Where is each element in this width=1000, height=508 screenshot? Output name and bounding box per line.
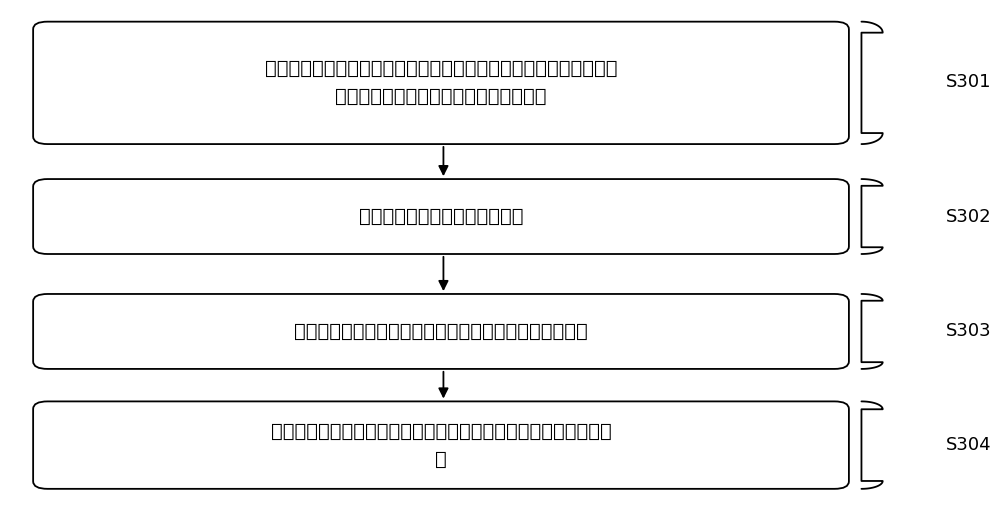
FancyBboxPatch shape	[33, 22, 849, 144]
Text: S302: S302	[945, 208, 991, 226]
Text: S304: S304	[945, 436, 991, 454]
Text: 提供一并发模式同步测量系统，所述并发模式同步测量系统包括一个
主设备、多个副设备、分路组件和控制器: 提供一并发模式同步测量系统，所述并发模式同步测量系统包括一个 主设备、多个副设备…	[265, 59, 617, 106]
Text: S303: S303	[945, 323, 991, 340]
Text: 所述控制器向所述主设备和全部所述副设备发送目标指令: 所述控制器向所述主设备和全部所述副设备发送目标指令	[294, 322, 588, 341]
FancyBboxPatch shape	[33, 179, 849, 254]
Text: 所述主设备和全部所述副设备根据所述目标指令执行对应的目标操
作: 所述主设备和全部所述副设备根据所述目标指令执行对应的目标操 作	[271, 422, 611, 468]
FancyBboxPatch shape	[33, 401, 849, 489]
Text: 控制所述分路组件接收外界信号: 控制所述分路组件接收外界信号	[359, 207, 523, 226]
Text: S301: S301	[945, 73, 991, 90]
FancyBboxPatch shape	[33, 294, 849, 369]
